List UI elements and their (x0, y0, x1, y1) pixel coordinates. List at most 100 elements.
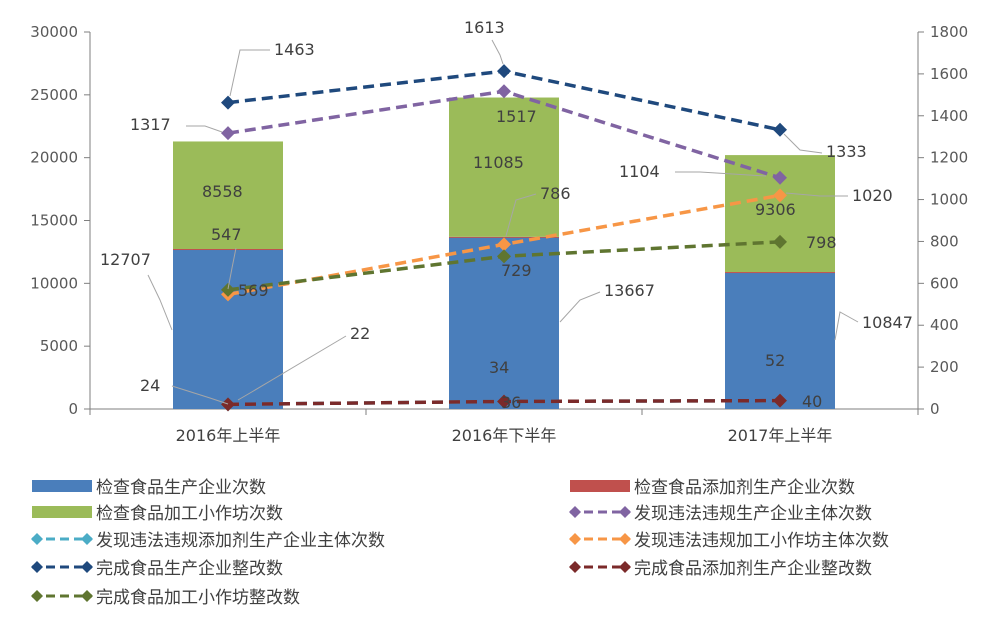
series-marker (221, 95, 235, 110)
label-leader-line (783, 133, 823, 154)
label-leader-line (785, 192, 848, 197)
legend-label: 发现违法违规生产企业主体次数 (634, 504, 872, 524)
y-left-tick-label: 15000 (30, 212, 78, 230)
legend-label: 检查食品加工小作坊次数 (96, 504, 283, 524)
y-left-tick-label: 25000 (30, 86, 78, 104)
bars (173, 97, 835, 409)
data-label: 9306 (755, 200, 796, 219)
data-label: 1613 (464, 18, 505, 37)
legend-label: 发现违法违规加工小作坊主体次数 (634, 531, 889, 551)
legend-marker (31, 533, 43, 545)
series-marker (773, 393, 787, 408)
y-left-tick-label: 0 (68, 400, 78, 418)
label-leader-line (186, 125, 223, 133)
y-right-tick-label: 200 (930, 358, 959, 376)
legend-label: 完成食品加工小作坊整改数 (96, 588, 300, 608)
bar-segment (173, 141, 283, 250)
axes: 0 5000 10000 15000 20000 25000 30000 0 200 400 600… (30, 23, 968, 445)
label-leader-line (227, 247, 237, 290)
data-label: 798 (806, 233, 837, 252)
bar-segment (725, 272, 835, 274)
series-marker (221, 282, 235, 297)
series-marker (497, 64, 511, 79)
label-leader-line (491, 39, 504, 65)
x-tick-label: 2017年上半年 (728, 426, 833, 445)
y-left-tick-label: 5000 (40, 337, 78, 355)
legend-marker (619, 506, 631, 518)
legend-marker (619, 533, 631, 545)
data-label: 729 (501, 261, 532, 280)
data-label: 22 (350, 324, 370, 343)
legend-marker (569, 561, 581, 573)
data-label: 1317 (130, 115, 171, 134)
series-marker (497, 394, 511, 409)
y-right-tick-label: 1600 (930, 65, 968, 83)
legend-item: 检查食品加工小作坊次数 (32, 504, 283, 524)
legend-label: 检查食品生产企业次数 (96, 478, 266, 498)
y-right-tick-label: 1800 (930, 23, 968, 41)
label-leader-line (505, 193, 537, 237)
series-marker (773, 234, 787, 249)
label-leader-line (171, 385, 229, 405)
series-marker (497, 237, 511, 252)
data-labels: 12707 13667 10847 24 34 52 8558 11085 9306 1317 15… (100, 18, 913, 412)
data-label: 1333 (826, 142, 867, 161)
legend-item: 发现违法违规添加剂生产企业主体次数 (31, 531, 385, 551)
data-label: 40 (802, 392, 822, 411)
legend-item: 完成食品生产企业整改数 (31, 559, 283, 579)
y-right-tick-label: 1000 (930, 191, 968, 209)
x-tick-label: 2016年上半年 (176, 426, 281, 445)
data-label: 34 (489, 358, 509, 377)
y-right-tick-label: 800 (930, 232, 959, 250)
legend-label: 检查食品添加剂生产企业次数 (634, 478, 855, 498)
legend-item: 发现违法违规加工小作坊主体次数 (569, 531, 889, 551)
legend-marker (81, 533, 93, 545)
lines (221, 64, 787, 412)
label-leader-line (675, 171, 767, 177)
y-left-tick-label: 30000 (30, 23, 78, 41)
label-leader-line (229, 49, 270, 97)
data-label: 1463 (274, 40, 315, 59)
y-right-tick-label: 1400 (930, 107, 968, 125)
legend-item: 完成食品加工小作坊整改数 (31, 588, 300, 608)
data-label: 1020 (852, 186, 893, 205)
data-label: 10847 (862, 313, 913, 332)
bar-segment (449, 97, 559, 237)
y-right-tick-label: 600 (930, 274, 959, 292)
data-label: 8558 (202, 182, 243, 201)
data-label: 547 (211, 225, 242, 244)
data-label: 13667 (604, 281, 655, 300)
y-left-tick-label: 10000 (30, 274, 78, 292)
data-label: 12707 (100, 250, 151, 269)
legend-swatch (570, 480, 630, 492)
legend-marker (31, 590, 43, 602)
legend-marker (81, 590, 93, 602)
data-label: 786 (540, 184, 571, 203)
y-right-tick-label: 1200 (930, 149, 968, 167)
series-marker (221, 397, 235, 412)
bar-segment (449, 236, 559, 238)
series-marker (773, 122, 787, 137)
legend-marker (569, 533, 581, 545)
label-leader-line (147, 274, 173, 331)
y-right-tick-label: 0 (930, 400, 940, 418)
legend-item: 发现违法违规生产企业主体次数 (569, 504, 872, 524)
legend-label: 完成食品生产企业整改数 (96, 559, 283, 579)
bar-segment (449, 237, 559, 409)
bar-segment (725, 272, 835, 409)
legend-swatch (32, 480, 92, 492)
legend-item: 检查食品添加剂生产企业次数 (570, 478, 855, 498)
series-marker (221, 126, 235, 141)
data-label: 1517 (496, 107, 537, 126)
legend-marker (31, 561, 43, 573)
y-right-tick-label: 400 (930, 316, 959, 334)
bar-segment (173, 249, 283, 409)
y-left-tick-label: 20000 (30, 149, 78, 167)
legend-marker (569, 506, 581, 518)
label-leader-line (834, 311, 859, 341)
data-label: 11085 (473, 153, 524, 172)
legend-label: 发现违法违规添加剂生产企业主体次数 (96, 531, 385, 551)
bar-segment (173, 249, 283, 251)
series-marker (497, 84, 511, 99)
label-leader-line (237, 335, 347, 401)
